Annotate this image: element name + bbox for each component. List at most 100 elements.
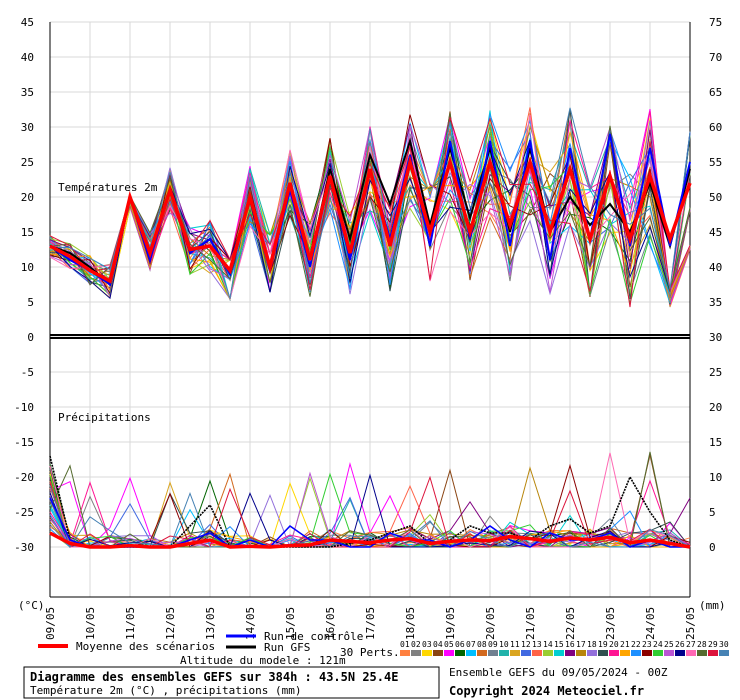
title-box: [23, 666, 440, 699]
pert-swatch-07: [466, 650, 476, 656]
pert-precip-line-30: [49, 485, 691, 549]
x-tick-label: 13/05: [204, 607, 217, 640]
left-tick-label: -15: [14, 436, 34, 449]
pert-swatch-14: [543, 650, 553, 656]
left-tick-label: 25: [21, 156, 34, 169]
left-tick-label: 45: [21, 16, 34, 29]
pert-number-16: 16: [565, 640, 575, 649]
x-tick-label: 11/05: [124, 607, 137, 640]
right-tick-label: 30: [709, 331, 722, 344]
pert-swatch-22: [631, 650, 641, 656]
left-tick-label: -30: [14, 541, 34, 554]
x-tick-label: 25/05: [684, 607, 697, 640]
pert-number-14: 14: [543, 640, 553, 649]
pert-number-02: 02: [411, 640, 421, 649]
x-tick-label: 16/05: [324, 607, 337, 640]
right-unit-label: (mm): [699, 599, 726, 612]
right-tick-label: 45: [709, 226, 722, 239]
x-tick-label: 09/05: [44, 607, 57, 640]
pert-number-23: 23: [642, 640, 652, 649]
right-tick-label: 10: [709, 471, 722, 484]
left-unit-label: (°C): [18, 599, 45, 612]
pert-temp-line-28: [49, 112, 691, 297]
legend: Moyenne des scénarios Run de contrôle Ru…: [38, 630, 729, 659]
right-tick-label: 25: [709, 366, 722, 379]
pert-swatch-19: [598, 650, 608, 656]
copyright-label: Copyright 2024 Meteociel.fr: [449, 684, 644, 698]
pert-swatch-18: [587, 650, 597, 656]
precipitation-panel-label: Précipitations: [58, 411, 151, 424]
x-tick-label: 24/05: [644, 607, 657, 640]
left-tick-label: -25: [14, 506, 34, 519]
x-tick-label: 17/05: [364, 607, 377, 640]
ensemble-label: Ensemble GEFS du 09/05/2024 - 00Z: [449, 666, 668, 679]
pert-swatch-30: [719, 650, 729, 656]
pert-number-12: 12: [521, 640, 531, 649]
legend-mean-label: Moyenne des scénarios: [76, 640, 215, 653]
pert-number-19: 19: [598, 640, 608, 649]
right-tick-label: 50: [709, 191, 722, 204]
pert-swatch-17: [576, 650, 586, 656]
pert-swatch-11: [510, 650, 520, 656]
right-tick-label: 0: [709, 541, 716, 554]
right-tick-label: 65: [709, 86, 722, 99]
pert-number-10: 10: [499, 640, 509, 649]
chart-subtitle: Température 2m (°C) , précipitations (mm…: [30, 684, 302, 697]
left-tick-label: 40: [21, 51, 34, 64]
pert-number-18: 18: [587, 640, 597, 649]
pert-swatch-10: [499, 650, 509, 656]
pert-number-13: 13: [532, 640, 542, 649]
pert-swatch-04: [433, 650, 443, 656]
left-tick-label: -5: [21, 366, 34, 379]
legend-control-label: Run de contrôle: [264, 630, 363, 643]
pert-number-17: 17: [576, 640, 586, 649]
pert-number-05: 05: [444, 640, 454, 649]
right-tick-label: 15: [709, 436, 722, 449]
x-tick-label: 20/05: [484, 607, 497, 640]
pert-number-03: 03: [422, 640, 432, 649]
pert-swatch-16: [565, 650, 575, 656]
right-tick-label: 70: [709, 51, 722, 64]
pert-swatch-08: [477, 650, 487, 656]
pert-number-22: 22: [631, 640, 641, 649]
chart-title: Diagramme des ensembles GEFS sur 384h : …: [30, 670, 398, 684]
right-tick-label: 60: [709, 121, 722, 134]
pert-swatch-01: [400, 650, 410, 656]
left-tick-label: -10: [14, 401, 34, 414]
left-tick-label: 0: [27, 331, 34, 344]
pert-number-21: 21: [620, 640, 630, 649]
pert-number-28: 28: [697, 640, 707, 649]
pert-number-08: 08: [477, 640, 487, 649]
pert-swatch-06: [455, 650, 465, 656]
pert-number-26: 26: [675, 640, 685, 649]
pert-number-01: 01: [400, 640, 410, 649]
pert-swatch-29: [708, 650, 718, 656]
pert-number-29: 29: [708, 640, 718, 649]
pert-swatch-24: [653, 650, 663, 656]
right-tick-label: 40: [709, 261, 722, 274]
right-tick-label: 20: [709, 401, 722, 414]
left-tick-label: 5: [27, 296, 34, 309]
pert-precip-line-27: [49, 452, 691, 548]
left-tick-label: 10: [21, 261, 34, 274]
x-tick-label: 18/05: [404, 607, 417, 640]
right-tick-label: 55: [709, 156, 722, 169]
pert-swatch-13: [532, 650, 542, 656]
x-tick-label: 23/05: [604, 607, 617, 640]
pert-swatch-21: [620, 650, 630, 656]
x-tick-label: 14/05: [244, 607, 257, 640]
x-tick-labels: 09/05 10/05 11/05 12/05 13/05 14/05 15/05 16/05…: [44, 607, 697, 640]
pert-number-25: 25: [664, 640, 674, 649]
temperature-panel-label: Températures 2m: [58, 181, 158, 194]
altitude-label: Altitude du modele : 121m: [180, 654, 346, 667]
left-tick-label: 20: [21, 191, 34, 204]
left-tick-label: 35: [21, 86, 34, 99]
pert-swatch-25: [664, 650, 674, 656]
precip-line-0: [49, 531, 691, 549]
pert-number-20: 20: [609, 640, 619, 649]
pert-number-06: 06: [455, 640, 465, 649]
legend-gfs-label: Run GFS: [264, 641, 310, 654]
legend-perts-label: 30 Perts.: [340, 646, 400, 659]
